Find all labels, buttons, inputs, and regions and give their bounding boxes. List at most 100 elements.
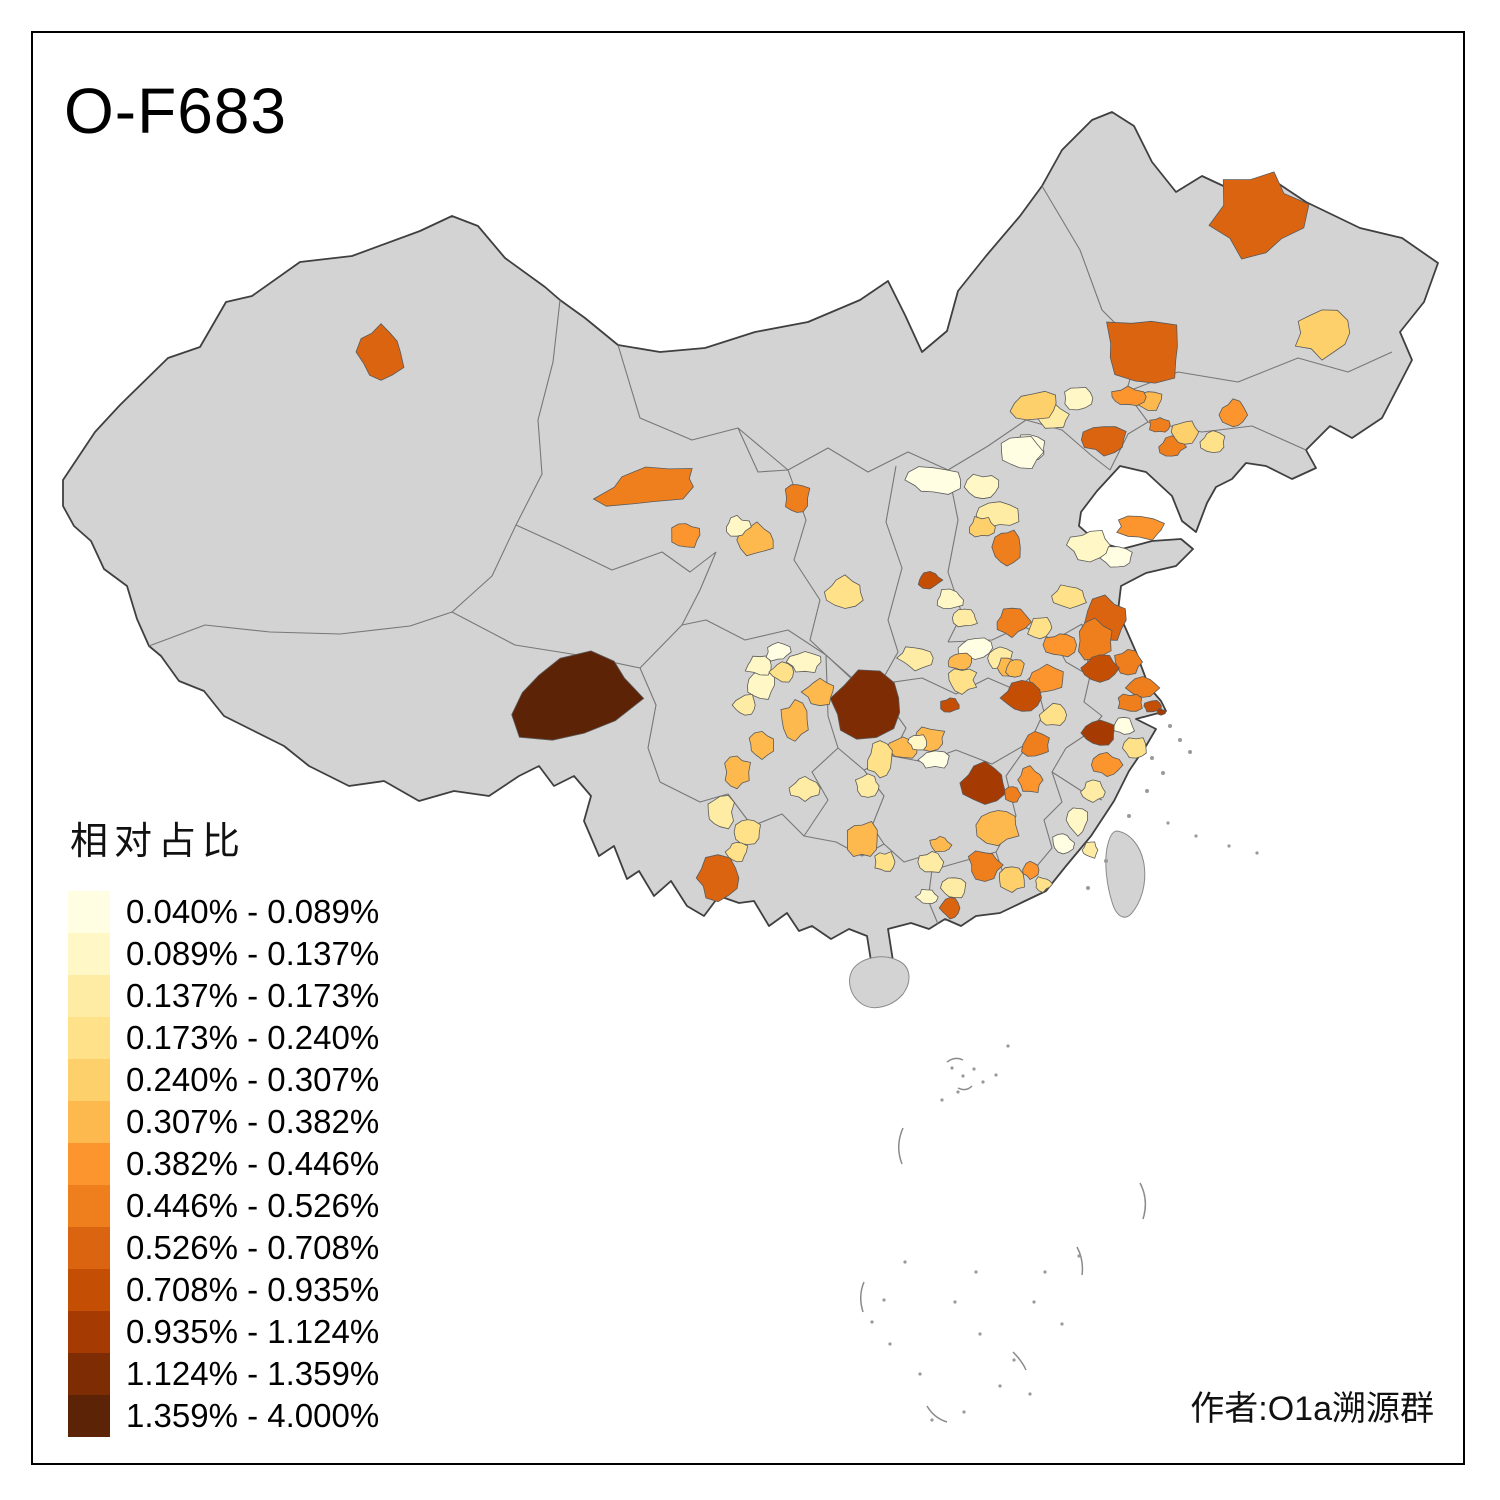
legend-swatch: [68, 933, 110, 975]
legend-row: 0.708% - 0.935%: [68, 1269, 379, 1311]
hainan-island: [849, 956, 910, 1009]
taiwan-island: [1105, 830, 1146, 918]
map-region-qianxinan: [788, 775, 821, 803]
legend-swatch: [68, 1101, 110, 1143]
legend-swatch: [68, 1395, 110, 1437]
legend-label: 0.173% - 0.240%: [126, 1019, 380, 1056]
legend-row: 0.526% - 0.708%: [68, 1227, 379, 1269]
legend-row: 0.935% - 1.124%: [68, 1311, 379, 1353]
map-region-weifang: [1099, 546, 1133, 568]
map-region-shanghai: [1143, 699, 1162, 713]
map-region-anqing-dark: [999, 679, 1042, 712]
map-region-benxi: [1199, 430, 1226, 454]
map-region-jinhua: [1090, 751, 1124, 777]
map-region-yantai-weihai: [1116, 515, 1165, 541]
map-region-garze-dark: [511, 650, 645, 741]
legend-row: 0.137% - 0.173%: [68, 975, 379, 1017]
legend-label: 0.137% - 0.173%: [126, 977, 380, 1014]
map-region-zunyi: [800, 677, 835, 707]
legend-swatch: [68, 975, 110, 1017]
legend-row: 0.173% - 0.240%: [68, 1017, 379, 1059]
map-region-guilin: [917, 851, 945, 873]
map-region-jining: [1051, 584, 1087, 609]
map-region-changsha: [907, 734, 928, 751]
map-region-daqing: [1064, 386, 1094, 411]
map-region-jiujiang: [1021, 730, 1050, 757]
map-region-xichang: [724, 755, 751, 790]
map-region-dandong: [1218, 398, 1249, 428]
map-region-deyang: [765, 641, 792, 662]
map-region-yingtan: [1004, 786, 1022, 803]
map-region-hexi-corridor: [592, 466, 694, 507]
legend-label: 0.307% - 0.382%: [126, 1103, 380, 1140]
small-islands: [870, 724, 1259, 1422]
map-region-jingzhou: [917, 750, 950, 769]
map-region-jiaxing: [1117, 693, 1143, 712]
legend-swatch: [68, 1269, 110, 1311]
map-region-hohhot: [904, 466, 962, 495]
legend-row: 0.446% - 0.526%: [68, 1185, 379, 1227]
map-region-changchun-w: [1111, 385, 1147, 407]
map-region-huzhou: [1113, 716, 1136, 735]
map-region-fushun: [1149, 417, 1171, 433]
map-region-xuancheng: [1038, 702, 1068, 726]
legend-label: 0.708% - 0.935%: [126, 1271, 380, 1308]
map-region-putian: [1081, 841, 1099, 859]
map-region-jiamusi: [1294, 309, 1351, 361]
map-region-hefei: [1028, 663, 1064, 694]
map-region-shaoguan: [967, 850, 1004, 882]
map-region-chengde: [1009, 390, 1057, 421]
legend-label: 0.382% - 0.446%: [126, 1145, 380, 1182]
map-region-suqian: [1027, 617, 1053, 640]
map-region-huaian: [1042, 633, 1078, 658]
map-region-panzhihua-n: [748, 730, 774, 761]
map-region-enshi-dark: [829, 669, 901, 740]
legend-label: 0.446% - 0.526%: [126, 1187, 380, 1224]
map-region-hezhou: [929, 835, 953, 853]
map-region-guangzhou-dark: [938, 897, 961, 920]
map-region-xiangyang: [948, 668, 978, 695]
map-region-hanzhong: [785, 651, 822, 674]
legend-row: 0.307% - 0.382%: [68, 1101, 379, 1143]
legend-label: 0.526% - 0.708%: [126, 1229, 380, 1266]
map-region-jingmen-dark: [940, 697, 960, 713]
legend: 相对占比 0.040% - 0.089% 0.089% - 0.137% 0.137…: [68, 810, 379, 1437]
islands: [849, 724, 1259, 1423]
map-region-yibin: [707, 795, 735, 830]
map-region-ningbo: [1121, 737, 1147, 759]
prefecture-patches: [355, 171, 1351, 920]
map-region-chaozhou: [1022, 860, 1040, 881]
legend-swatch: [68, 1059, 110, 1101]
map-region-shijiazhuang: [969, 515, 996, 538]
attribution-text: 作者:O1a溯源群: [1190, 1390, 1434, 1428]
legend-rows: 0.040% - 0.089% 0.089% - 0.137% 0.137% - 0…: [68, 891, 379, 1437]
map-region-ganzhou: [975, 810, 1020, 847]
map-region-zhengzhou-e: [951, 608, 978, 628]
map-region-yongzhou: [874, 851, 896, 872]
map-region-yueyang: [867, 740, 893, 779]
nine-dash-line: [860, 1057, 1147, 1423]
map-region-langfang: [963, 473, 1000, 500]
legend-row: 0.240% - 0.307%: [68, 1059, 379, 1101]
map-region-baiyin: [725, 514, 752, 537]
map-region-luoyang: [936, 588, 964, 610]
map-region-zhaoqing: [914, 889, 939, 905]
map-region-liupanshui: [731, 693, 756, 716]
map-region-yinchuan: [784, 484, 811, 513]
legend-swatch: [68, 1311, 110, 1353]
legend-row: 0.040% - 0.089%: [68, 891, 379, 933]
legend-swatch: [68, 1017, 110, 1059]
map-region-ningde: [1065, 807, 1088, 837]
map-region-suzhou-wuxi: [1124, 676, 1161, 698]
legend-label: 0.040% - 0.089%: [126, 893, 380, 930]
map-region-nantong: [1114, 648, 1144, 676]
map-region-jinzhou: [1080, 426, 1127, 457]
map-region-heihe: [1208, 171, 1310, 260]
map-region-shangrao: [1017, 765, 1044, 794]
map-region-fuzhou: [1052, 833, 1076, 855]
map-region-yangzhou-dark: [1080, 654, 1120, 683]
legend-label: 0.240% - 0.307%: [126, 1061, 380, 1098]
map-region-quzhou: [1080, 779, 1106, 803]
